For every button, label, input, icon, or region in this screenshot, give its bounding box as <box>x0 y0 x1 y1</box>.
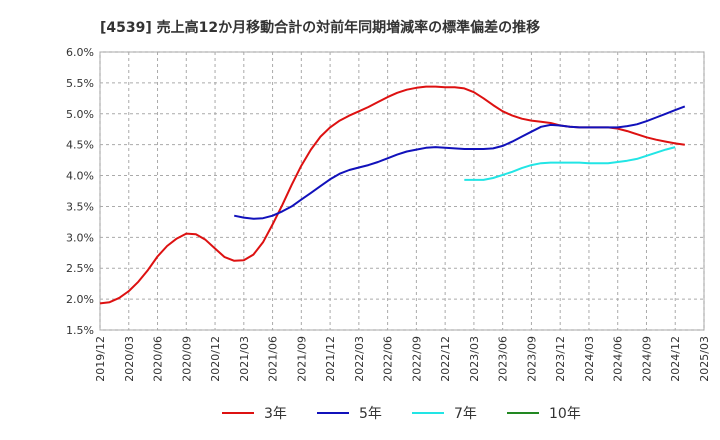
legend-label-0: 3年 <box>264 406 287 422</box>
x-tick-label: 2025/03 <box>698 336 711 382</box>
x-tick-label: 2019/12 <box>94 336 107 382</box>
chart-title: [4539] 売上高12か月移動合計の対前年同期増減率の標準偏差の推移 <box>100 19 540 36</box>
x-tick-label: 2021/09 <box>295 336 308 382</box>
series-line-1 <box>234 105 686 220</box>
grid <box>99 51 705 331</box>
x-tick-label: 2022/03 <box>353 336 366 382</box>
legend-label-2: 7年 <box>454 406 477 422</box>
legend: 3年 5年 7年 10年 <box>222 406 581 422</box>
y-tick-label: 1.5% <box>66 324 94 337</box>
y-tick-label: 3.5% <box>66 200 94 213</box>
y-tick-label: 4.5% <box>66 139 94 152</box>
y-tick-label: 2.5% <box>66 262 94 275</box>
x-tick-label: 2022/12 <box>439 336 452 382</box>
x-tick-label: 2020/03 <box>123 336 136 382</box>
y-tick-label: 5.0% <box>66 108 94 121</box>
x-tick-label: 2021/06 <box>267 336 280 382</box>
y-tick-label: 5.5% <box>66 77 94 90</box>
x-axis: 2019/12 2020/03 2020/06 2020/09 2020/12 2021/… <box>94 336 711 382</box>
plot-frame <box>99 51 705 331</box>
x-tick-label: 2023/12 <box>554 336 567 382</box>
series-line-0 <box>99 85 685 305</box>
x-tick-label: 2023/09 <box>525 336 538 382</box>
legend-label-1: 5年 <box>359 406 382 422</box>
x-tick-label: 2023/03 <box>468 336 481 382</box>
y-tick-label: 4.0% <box>66 170 94 183</box>
x-tick-label: 2023/06 <box>497 336 510 382</box>
x-tick-label: 2024/06 <box>612 336 625 382</box>
x-tick-label: 2024/12 <box>669 336 682 382</box>
series-line-2 <box>464 146 676 181</box>
x-tick-label: 2021/12 <box>324 336 337 382</box>
x-tick-label: 2024/03 <box>583 336 596 382</box>
y-tick-label: 3.0% <box>66 231 94 244</box>
x-tick-label: 2020/12 <box>209 336 222 382</box>
x-tick-label: 2021/03 <box>238 336 251 382</box>
x-tick-label: 2024/09 <box>640 336 653 382</box>
legend-label-3: 10年 <box>549 406 581 422</box>
x-tick-label: 2020/06 <box>152 336 165 382</box>
y-tick-label: 2.0% <box>66 293 94 306</box>
y-tick-label: 6.0% <box>66 46 94 59</box>
x-tick-label: 2020/09 <box>180 336 193 382</box>
x-tick-label: 2022/06 <box>382 336 395 382</box>
plot-lines <box>99 85 686 305</box>
y-axis: 1.5% 2.0% 2.5% 3.0% 3.5% 4.0% 4.5% 5.0% 5.5% 6.0% <box>66 46 94 337</box>
x-tick-label: 2022/09 <box>410 336 423 382</box>
